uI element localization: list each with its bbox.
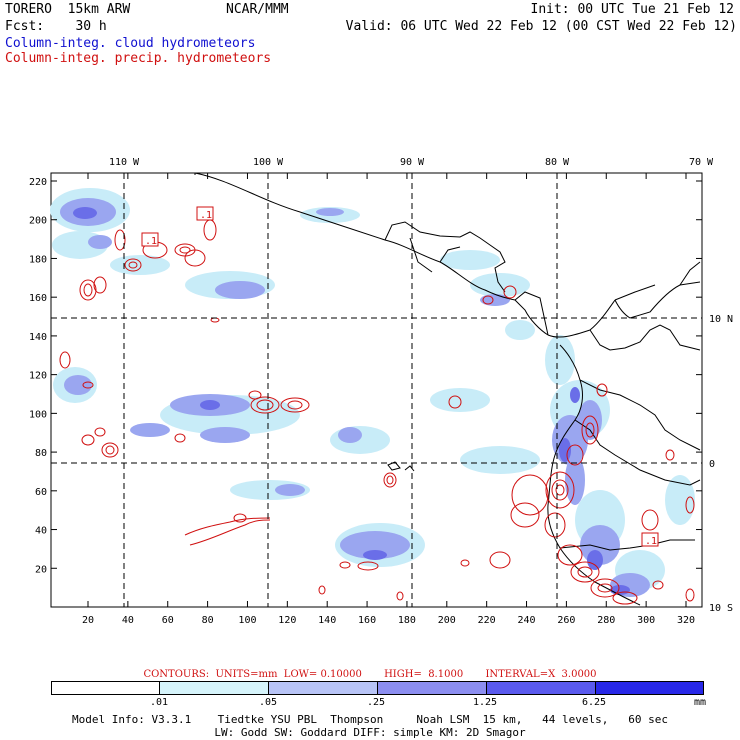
y-tick-label: 200 bbox=[29, 216, 47, 227]
lat-lon-grid bbox=[51, 173, 702, 607]
colorbar-label: .25 bbox=[366, 697, 386, 708]
forecast-hour: Fcst: 30 h bbox=[5, 19, 107, 34]
contour-label: .1 bbox=[200, 210, 212, 221]
contour-info: CONTOURS: UNITS=mm LOW= 0.10000 HIGH= 8.… bbox=[143, 669, 597, 680]
precip-contours bbox=[59, 219, 695, 605]
colorbar-label: 1.25 bbox=[472, 697, 498, 708]
valid-time: Valid: 06 UTC Wed 22 Feb 12 (00 CST Wed … bbox=[345, 19, 737, 34]
colorbar-label: .05 bbox=[258, 697, 278, 708]
model-info-line1: Model Info: V3.3.1 Tiedtke YSU PBL Thomp… bbox=[71, 713, 669, 726]
colorbar-swatch bbox=[595, 682, 703, 694]
x-tick-label: 80 bbox=[202, 615, 214, 626]
axis-tick-labels: 220 200 180 160 140 120 100 80 60 40 20 20 40 60 80 100… bbox=[29, 157, 733, 626]
lon-label: 70 W bbox=[689, 157, 714, 168]
x-tick-label: 100 bbox=[238, 615, 256, 626]
x-tick-label: 160 bbox=[358, 615, 376, 626]
y-tick-label: 80 bbox=[35, 448, 47, 459]
colorbar-labels: .01 .05 .25 1.25 6.25 bbox=[0, 697, 740, 709]
field-precip-title: Column-integ. precip. hydrometeors bbox=[5, 51, 272, 66]
colorbar-swatch bbox=[269, 682, 378, 694]
lon-label: 90 W bbox=[400, 157, 425, 168]
y-tick-label: 140 bbox=[29, 332, 47, 343]
lat-label: 10 S bbox=[709, 603, 733, 614]
model-info-line2: LW: Godd SW: Goddard DIFF: simple KM: 2D… bbox=[214, 726, 526, 739]
x-tick-label: 280 bbox=[597, 615, 615, 626]
lat-label: 0 bbox=[709, 459, 715, 470]
x-tick-label: 320 bbox=[677, 615, 695, 626]
lon-label: 110 W bbox=[109, 157, 140, 168]
lat-label: 10 N bbox=[709, 314, 733, 325]
lon-label: 100 W bbox=[253, 157, 284, 168]
lon-label: 80 W bbox=[545, 157, 570, 168]
x-tick-label: 300 bbox=[637, 615, 655, 626]
colorbar-swatch bbox=[486, 682, 596, 694]
contour-label-boxes: .1 .1 .1 bbox=[141, 206, 659, 547]
y-tick-label: 40 bbox=[35, 526, 47, 537]
y-tick-label: 120 bbox=[29, 371, 47, 382]
colorbar-unit: mm bbox=[694, 697, 707, 708]
x-tick-label: 180 bbox=[398, 615, 416, 626]
axis-ticks bbox=[51, 173, 702, 607]
coastlines bbox=[194, 172, 701, 606]
model-name: TORERO 15km ARW bbox=[5, 2, 131, 17]
colorbar bbox=[51, 681, 704, 695]
center-name: NCAR/MMM bbox=[226, 2, 289, 17]
x-tick-label: 120 bbox=[278, 615, 296, 626]
x-tick-label: 140 bbox=[318, 615, 336, 626]
x-tick-label: 200 bbox=[438, 615, 456, 626]
colorbar-swatch bbox=[377, 682, 487, 694]
cloud-hydrometeor-shading bbox=[50, 188, 695, 597]
x-tick-label: 260 bbox=[557, 615, 575, 626]
y-tick-label: 20 bbox=[35, 564, 47, 575]
colorbar-label: .01 bbox=[149, 697, 169, 708]
field-cloud-title: Column-integ. cloud hydrometeors bbox=[5, 36, 256, 51]
y-tick-label: 100 bbox=[29, 409, 47, 420]
colorbar-swatch bbox=[160, 682, 270, 694]
y-tick-label: 60 bbox=[35, 487, 47, 498]
y-tick-label: 220 bbox=[29, 177, 47, 188]
y-tick-label: 160 bbox=[29, 293, 47, 304]
x-tick-label: 220 bbox=[478, 615, 496, 626]
x-tick-label: 60 bbox=[162, 615, 174, 626]
x-tick-label: 20 bbox=[82, 615, 94, 626]
x-tick-label: 40 bbox=[122, 615, 134, 626]
y-tick-label: 180 bbox=[29, 254, 47, 265]
init-time: Init: 00 UTC Tue 21 Feb 12 bbox=[530, 2, 735, 17]
colorbar-swatch bbox=[52, 682, 161, 694]
contour-label: .1 bbox=[645, 536, 657, 547]
x-tick-label: 240 bbox=[518, 615, 536, 626]
contour-label: .1 bbox=[145, 236, 157, 247]
colorbar-label: 6.25 bbox=[581, 697, 607, 708]
